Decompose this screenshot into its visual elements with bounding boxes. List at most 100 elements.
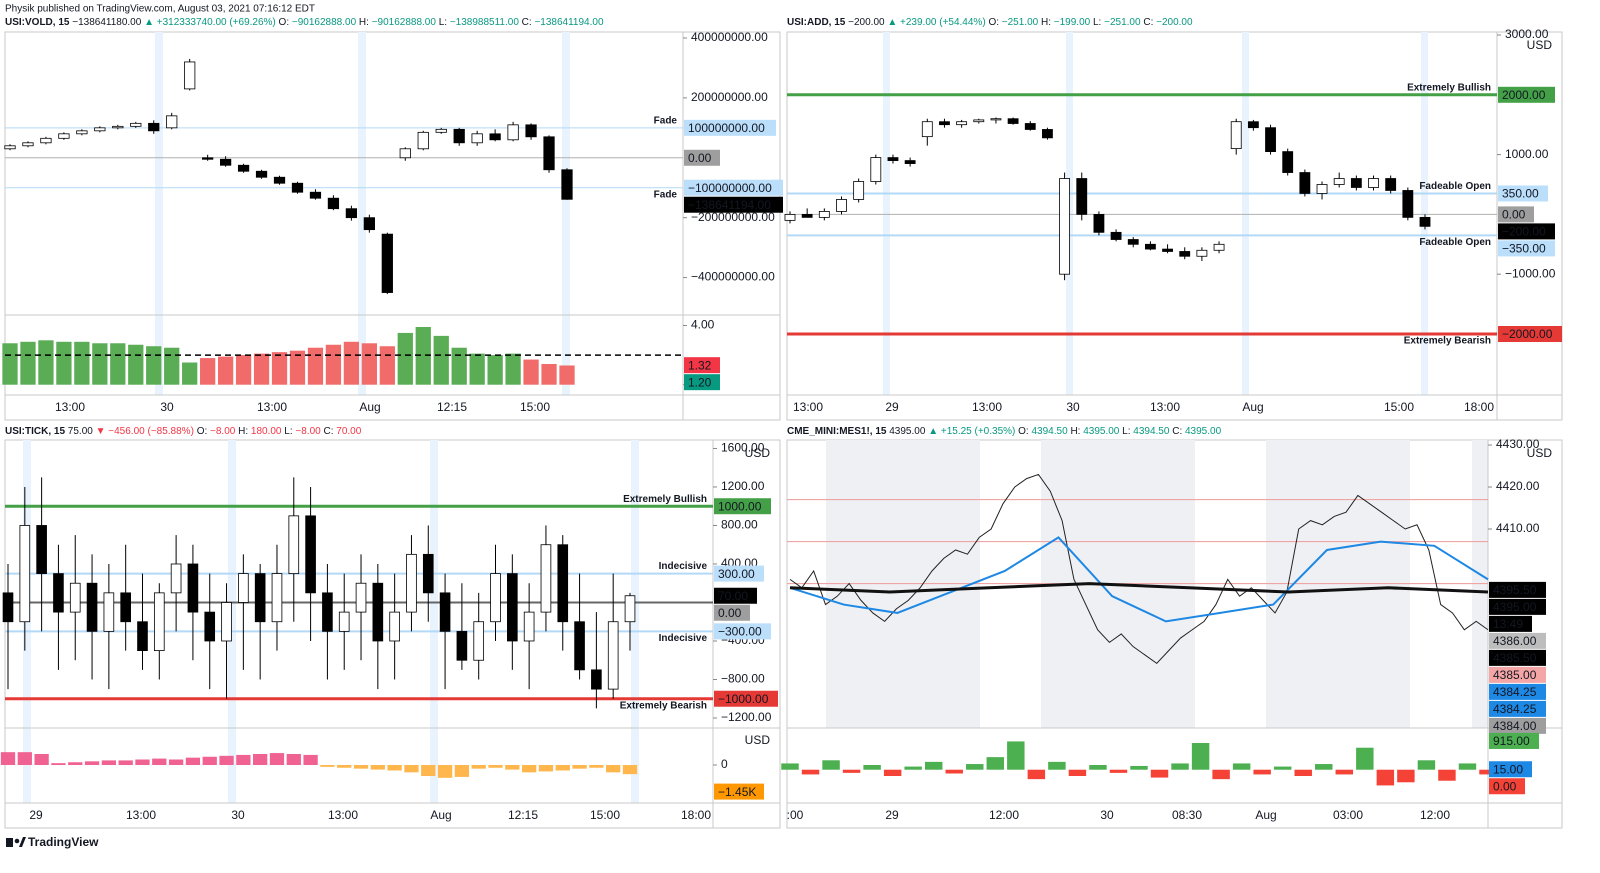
price-tag [1498, 223, 1555, 240]
session-band [155, 32, 163, 395]
indicator-bar [253, 754, 268, 765]
candle-body [130, 122, 142, 127]
candle-body [184, 61, 196, 90]
indicator-bar [589, 765, 604, 768]
price-tag-label: 100000000.00 [688, 121, 765, 135]
session-band [228, 440, 236, 803]
candle-body [904, 160, 916, 164]
indicator-bar [1089, 765, 1107, 770]
indicator-bar [289, 350, 306, 385]
indicator-bar [17, 752, 32, 765]
x-tick-label: 13:00 [257, 400, 287, 414]
candle-body [69, 582, 81, 613]
y-tick-label: 4.00 [691, 318, 715, 332]
candle-body [1059, 178, 1071, 275]
ohlc-key: C: [522, 17, 532, 28]
indicator-bar [1376, 769, 1395, 786]
ohlc-value: −8.00 [210, 426, 236, 437]
x-tick-label: 13:00 [126, 808, 156, 822]
price-tag-label: 4395.00 [1493, 600, 1537, 614]
candle-body [327, 197, 340, 210]
candle-body [439, 592, 451, 632]
x-tick-label: Aug [430, 808, 451, 822]
candle-body [574, 621, 585, 671]
x-tick-label: 29 [29, 808, 43, 822]
symbol: CME_MINI:MES1!, 15 [787, 426, 887, 437]
candle-body [202, 157, 214, 160]
price-tag [1489, 761, 1532, 778]
candle-body [507, 124, 519, 141]
y-tick-label: −800.00 [721, 672, 765, 686]
chart-pane: CME_MINI:MES1!, 15 4395.00 ▲ +15.25 (+0.… [781, 426, 1563, 829]
session-band [358, 32, 366, 395]
price-tag [1489, 649, 1546, 666]
candle-body [237, 164, 250, 172]
indicator-bar [1315, 764, 1333, 770]
indicator-bar [487, 355, 503, 385]
x-tick-label: 08:30 [1172, 808, 1202, 822]
candle-body [836, 199, 847, 212]
indicator-bar [559, 365, 575, 385]
ohlc-key: O: [197, 426, 208, 437]
indicator-bar [488, 765, 503, 768]
indicator-bar [1458, 763, 1477, 770]
ohlc-key: C: [1143, 17, 1153, 28]
indicator-bar [1417, 760, 1436, 770]
indicator-bar [1232, 763, 1251, 770]
ohlc-value: 180.00 [251, 426, 282, 437]
change: ▼ −456.00 (−85.88%) [96, 426, 194, 437]
indicator-bar [842, 769, 861, 773]
price-tag [684, 119, 776, 136]
indicator-bar [521, 765, 537, 773]
indicator-bar [200, 358, 216, 385]
currency: USD [1527, 446, 1553, 460]
candle-body [417, 131, 429, 150]
indicator-bar [74, 341, 90, 385]
candle-body [322, 592, 333, 632]
last-price: −200.00 [848, 17, 885, 28]
ohlc-key: C: [324, 426, 334, 437]
candle-body [870, 157, 882, 182]
ohlc-key: L: [284, 426, 292, 437]
price-tag-label: 4386.00 [1493, 634, 1537, 648]
price-tag-label: 70.00 [718, 589, 748, 603]
indicator-bar [469, 353, 485, 385]
indicator-bar [253, 353, 270, 385]
price-line [789, 582, 1489, 594]
candle-body [591, 669, 602, 690]
price-line [789, 473, 1489, 665]
y-tick-label: 1600.00 [721, 441, 765, 455]
level-label: Indecisive [659, 633, 708, 644]
ohlc-value: 4394.50 [1133, 426, 1170, 437]
pane-frame [786, 31, 1563, 421]
price-tag [1489, 732, 1539, 749]
level-label: Fadeable Open [1419, 237, 1491, 248]
y-tick-label: 4410.00 [1496, 521, 1540, 535]
pane-header: CME_MINI:MES1!, 15 4395.00 ▲ +15.25 (+0.… [787, 426, 1222, 437]
x-tick-label: Aug [1255, 808, 1276, 822]
session-band [1421, 32, 1428, 395]
footer-logo [6, 837, 26, 847]
candle-body [1024, 123, 1036, 130]
indicator-bar [505, 765, 520, 770]
session-band [1242, 32, 1249, 395]
indicator-bar [451, 347, 467, 385]
price-tag-label: 4385.50 [1493, 651, 1537, 665]
ohlc-key: L: [1122, 426, 1130, 437]
candle-body [53, 573, 64, 613]
indicator-bar [822, 760, 840, 770]
price-tag [714, 498, 771, 515]
indicator-bar [904, 766, 922, 770]
candle-body [1333, 178, 1345, 185]
candle-body [540, 544, 552, 613]
indicator-bar [51, 763, 66, 765]
y-tick-label: −400000000.00 [691, 270, 775, 284]
candle-body [273, 176, 286, 184]
indicator-bar [202, 756, 217, 765]
chart-pane: USI:VOLD, 15 −138641180.00 ▲ +312333740.… [2, 17, 783, 421]
indicator-bar [361, 343, 377, 385]
y-tick-label: 800.00 [721, 518, 758, 532]
ohlc-value: −251.00 [1104, 17, 1141, 28]
y-tick-label: −1200.00 [721, 710, 772, 724]
price-tag [1489, 632, 1546, 649]
